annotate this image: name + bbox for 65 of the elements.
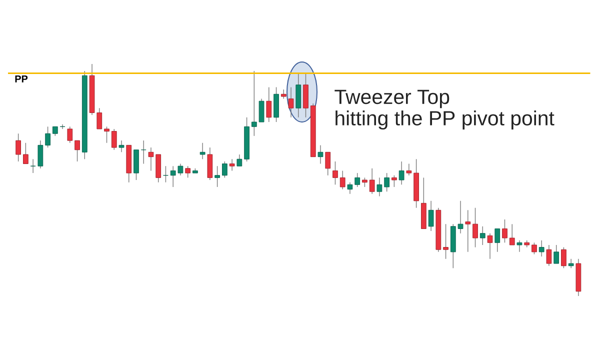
candlestick xyxy=(266,86,272,122)
candlestick xyxy=(347,182,353,194)
candlestick xyxy=(318,144,324,164)
candlestick xyxy=(369,168,375,194)
candlestick xyxy=(472,207,478,248)
candlestick xyxy=(67,126,73,144)
candlestick xyxy=(45,126,50,148)
candlestick xyxy=(118,140,124,153)
candlestick xyxy=(406,163,412,176)
candlestick xyxy=(538,240,544,257)
candlestick xyxy=(229,158,235,172)
candlestick xyxy=(288,86,294,118)
candlestick xyxy=(207,147,213,180)
candlestick xyxy=(163,166,168,183)
candlestick xyxy=(568,258,574,269)
annotation: hitting the PP pivot point xyxy=(336,110,554,130)
candlestick xyxy=(340,170,346,190)
candlestick xyxy=(274,86,279,122)
candlestick xyxy=(148,147,154,172)
candlestick xyxy=(561,246,566,269)
candlestick xyxy=(280,89,286,100)
candlestick xyxy=(74,140,80,162)
candlestick xyxy=(516,240,522,252)
candlestick xyxy=(458,200,464,234)
candlestick xyxy=(185,166,191,178)
candlestick xyxy=(38,140,44,169)
candlestick xyxy=(494,228,500,252)
candlestick xyxy=(480,226,486,246)
candlestick xyxy=(200,142,206,160)
candlestick xyxy=(258,98,264,122)
candlestick xyxy=(23,142,28,164)
candlestick xyxy=(251,70,257,136)
candlestick xyxy=(428,200,434,232)
candlestick xyxy=(140,140,146,164)
candlestick xyxy=(111,128,117,150)
candlestick xyxy=(332,161,338,185)
candlestick xyxy=(362,177,368,188)
candlestick xyxy=(392,175,397,188)
candlestick xyxy=(134,149,139,180)
candlestick xyxy=(16,133,21,162)
candlestick xyxy=(214,166,220,188)
candlestick xyxy=(509,224,515,246)
candlestick xyxy=(487,233,493,260)
candlestick xyxy=(554,244,560,264)
candlestick xyxy=(222,161,228,178)
candlestick xyxy=(303,72,308,118)
candlestick xyxy=(532,242,537,255)
candlestick xyxy=(60,124,66,130)
candlestick xyxy=(502,219,508,243)
candlestick xyxy=(236,154,242,166)
candlestick xyxy=(384,172,390,192)
candlestick xyxy=(354,172,360,188)
candlestick xyxy=(465,210,471,252)
candlestick xyxy=(52,126,58,136)
ref-line-label: PP xyxy=(15,75,28,82)
candlestick xyxy=(376,177,382,197)
candlestick xyxy=(30,158,36,174)
annotation: Tweezer Top xyxy=(334,90,450,108)
candlestick xyxy=(156,154,162,183)
candlestick xyxy=(443,224,448,260)
candlestick xyxy=(546,244,552,266)
candlestick xyxy=(325,152,331,176)
candlestick xyxy=(104,126,110,144)
candlestick xyxy=(398,161,404,185)
candlestick xyxy=(296,72,302,118)
